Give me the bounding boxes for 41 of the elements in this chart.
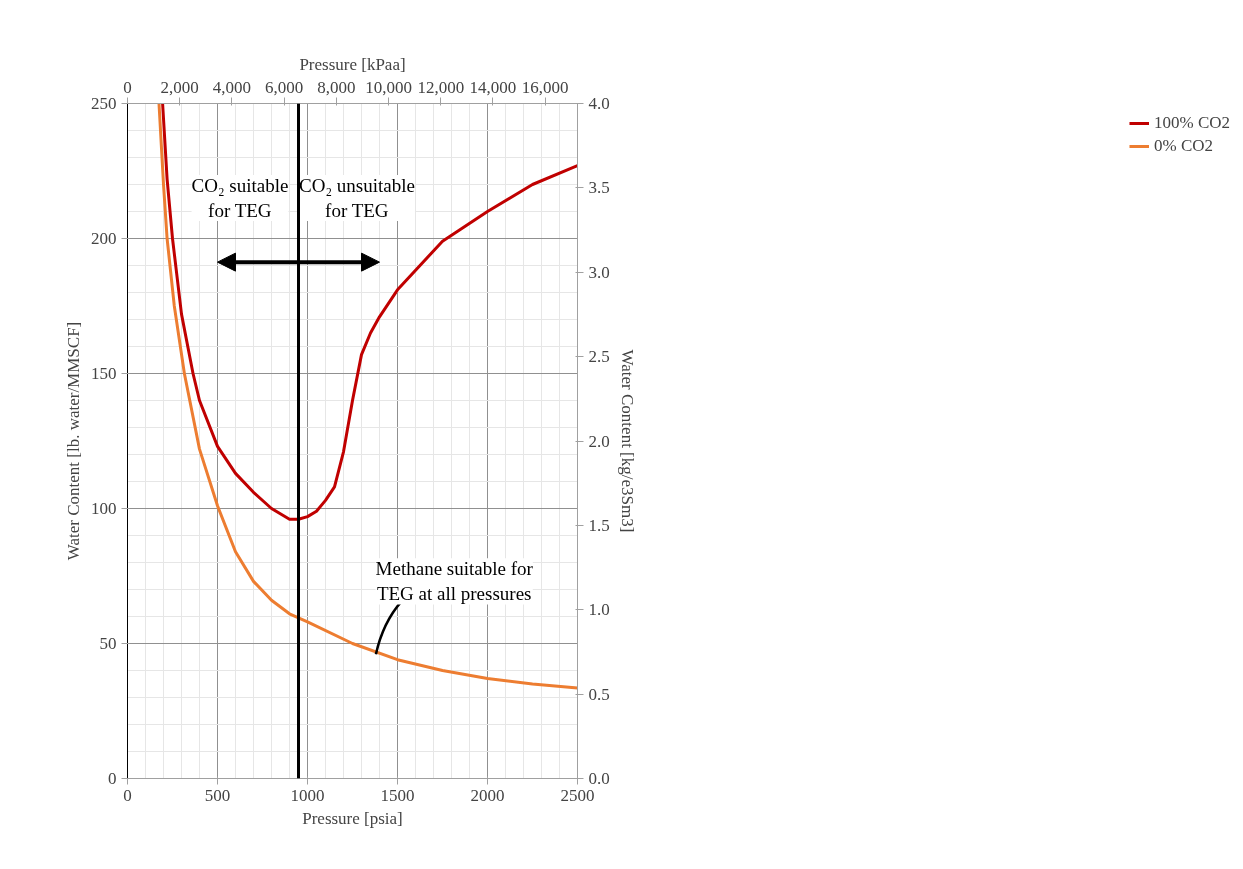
y2-tick-label: 0.0 xyxy=(588,769,610,788)
x-tick-label: 2000 xyxy=(470,785,505,805)
x-tick-label: 1500 xyxy=(380,785,415,805)
line-series xyxy=(157,103,578,690)
y2-tick-label: 3.5 xyxy=(588,178,610,198)
x2-tick-label: 6,000 xyxy=(265,77,304,97)
x-tick-label: 0 xyxy=(123,785,132,805)
y-tick-label: 100 xyxy=(91,499,117,518)
annotation: Methane suitable for TEG at all pressures xyxy=(375,558,534,605)
y2-tick-label: 0.5 xyxy=(588,684,610,704)
x-tick-label: 2500 xyxy=(560,785,595,805)
x2-tick-label: 2,000 xyxy=(160,77,199,97)
y-axis-title: Water Content [lb. water/MMSCF] xyxy=(64,321,83,561)
x2-tick-label: 12,000 xyxy=(417,77,465,97)
x-axis-title: Pressure [psia] xyxy=(302,808,403,828)
y2-tick-label: 2.0 xyxy=(588,431,610,451)
line-series xyxy=(161,103,578,521)
y2-tick-label: 2.5 xyxy=(588,347,610,367)
x-tick-label: 1000 xyxy=(290,785,325,805)
x2-tick-label: 10,000 xyxy=(365,77,412,97)
annotation: CO₂ suitable for TEG xyxy=(191,174,289,222)
y2-axis-title: Water Content [kg/e3Sm3] xyxy=(617,349,637,533)
legend-label: 100% CO2 xyxy=(1153,113,1230,133)
x2-tick-label: 4,000 xyxy=(212,77,252,97)
x2-tick-label: 0 xyxy=(123,77,132,97)
y-tick-label: 250 xyxy=(91,94,117,113)
y-tick-label: 50 xyxy=(99,634,117,653)
y2-tick-label: 3.0 xyxy=(588,262,610,282)
legend-label: 0% CO2 xyxy=(1153,136,1213,156)
y2-tick-label: 1.5 xyxy=(588,515,610,535)
y-tick-label: 0 xyxy=(108,769,117,788)
y-tick-label: 200 xyxy=(91,229,117,248)
x-tick-label: 500 xyxy=(204,785,231,805)
y2-tick-label: 4.0 xyxy=(588,94,610,113)
x2-tick-label: 8,000 xyxy=(317,77,356,97)
y2-tick-label: 1.0 xyxy=(588,600,610,620)
x2-tick-label: 16,000 xyxy=(521,77,569,97)
x2-tick-label: 14,000 xyxy=(469,77,517,97)
annotation: CO₂ unsuitable for TEG xyxy=(299,174,415,222)
y-tick-label: 150 xyxy=(91,364,117,383)
x2-axis-title: Pressure [kPaa] xyxy=(299,54,406,74)
